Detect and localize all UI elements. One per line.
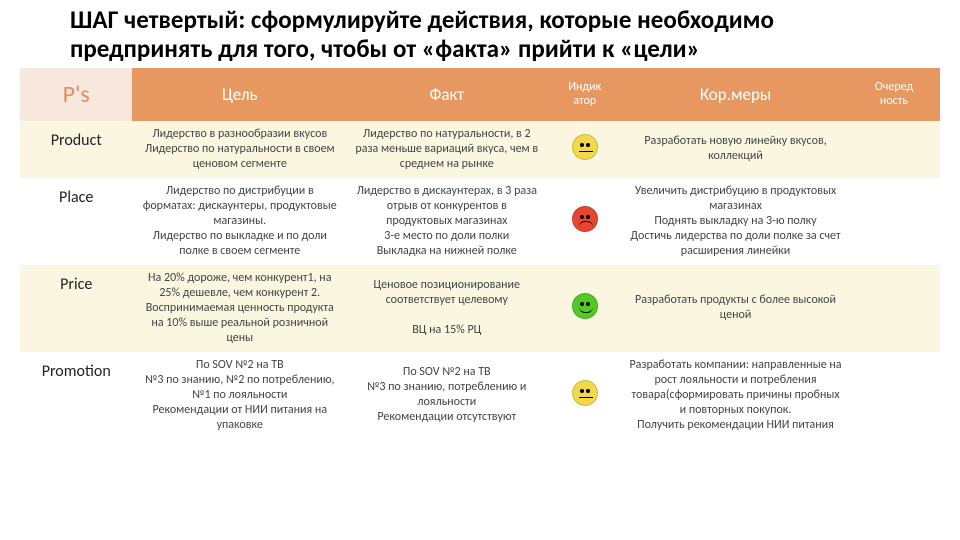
cell-indicator — [546, 121, 623, 178]
col-indicator: Индикатор — [546, 68, 623, 121]
row-label: Product — [20, 121, 132, 178]
status-face-icon — [572, 134, 598, 160]
cell-priority — [848, 121, 940, 178]
table-header-row: P's Цель Факт Индикатор Кор.меры Очередн… — [20, 68, 940, 121]
cell-fact: По SOV №2 на ТВ№3 по знанию, потреблению… — [347, 352, 546, 439]
table-row: PlaceЛидерство по дистрибуции в форматах… — [20, 178, 940, 265]
cell-fact: Ценовое позиционирование соответствует ц… — [347, 265, 546, 352]
cell-goal: Лидерство в разнообразии вкусовЛидерство… — [132, 121, 347, 178]
cell-indicator — [546, 178, 623, 265]
status-face-icon — [572, 293, 598, 319]
table-row: PriceНа 20% дороже, чем конкурент1, на 2… — [20, 265, 940, 352]
table-row: PromotionПо SOV №2 на ТВ№3 по знанию, №2… — [20, 352, 940, 439]
cell-measures: Увеличить дистрибуцию в продуктовых мага… — [623, 178, 848, 265]
status-face-icon — [572, 206, 598, 232]
row-label: Price — [20, 265, 132, 352]
marketing-4p-table: P's Цель Факт Индикатор Кор.меры Очередн… — [20, 68, 940, 439]
col-goal: Цель — [132, 68, 347, 121]
col-measures: Кор.меры — [623, 68, 848, 121]
cell-indicator — [546, 352, 623, 439]
row-label: Place — [20, 178, 132, 265]
cell-goal: По SOV №2 на ТВ№3 по знанию, №2 по потре… — [132, 352, 347, 439]
col-ps: P's — [20, 68, 132, 121]
status-face-icon — [572, 380, 598, 406]
col-fact: Факт — [347, 68, 546, 121]
row-label: Promotion — [20, 352, 132, 439]
cell-fact: Лидерство в дискаунтерах, в 3 раза отрыв… — [347, 178, 546, 265]
cell-goal: Лидерство по дистрибуции в форматах: дис… — [132, 178, 347, 265]
col-priority: Очередность — [848, 68, 940, 121]
cell-goal: На 20% дороже, чем конкурент1, на 25% де… — [132, 265, 347, 352]
cell-priority — [848, 352, 940, 439]
cell-indicator — [546, 265, 623, 352]
cell-measures: Разработать новую линейку вкусов, коллек… — [623, 121, 848, 178]
table-row: ProductЛидерство в разнообразии вкусовЛи… — [20, 121, 940, 178]
cell-measures: Разработать продукты с более высокой цен… — [623, 265, 848, 352]
cell-measures: Разработать компании: направленные на ро… — [623, 352, 848, 439]
cell-priority — [848, 265, 940, 352]
slide-title: ШАГ четвертый: сформулируйте действия, к… — [70, 6, 890, 64]
cell-priority — [848, 178, 940, 265]
cell-fact: Лидерство по натуральности, в 2 раза мен… — [347, 121, 546, 178]
